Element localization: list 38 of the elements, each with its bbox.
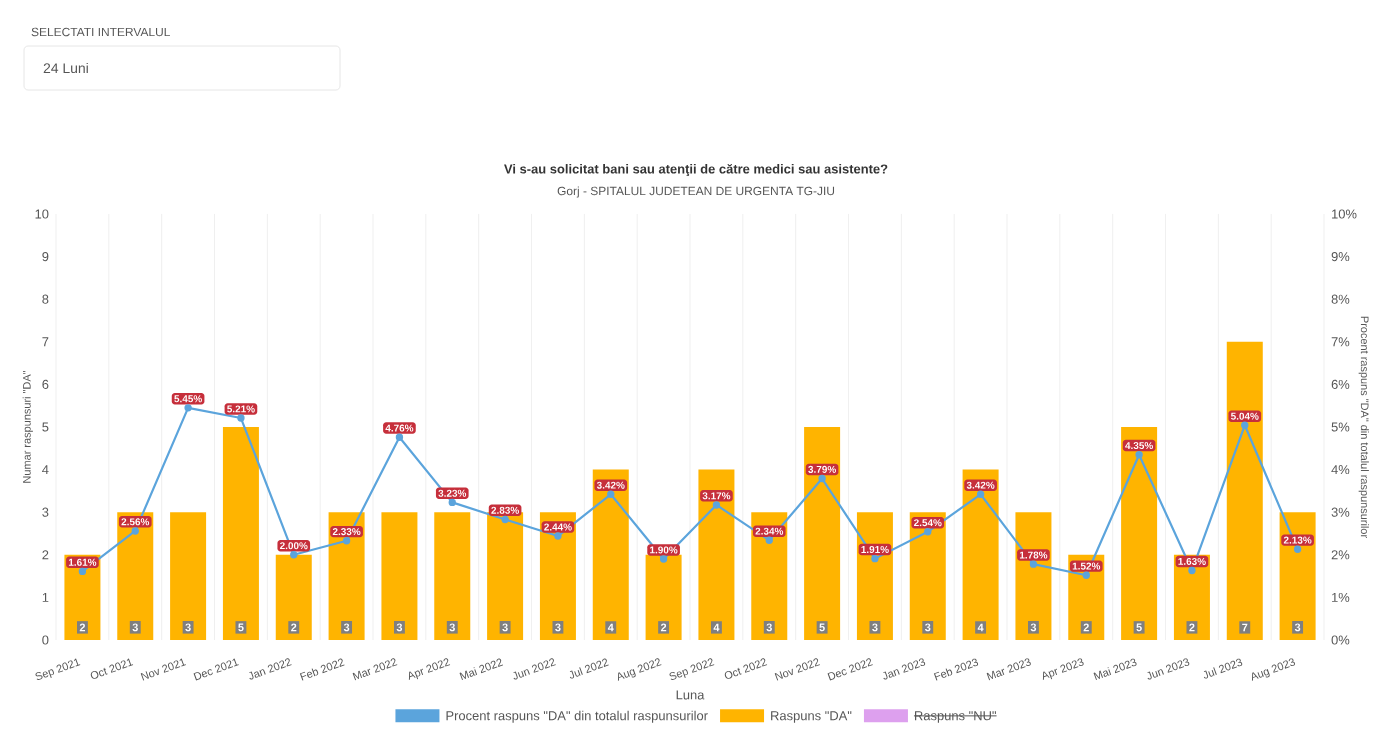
point	[554, 532, 562, 540]
bar	[381, 512, 418, 640]
point	[290, 551, 298, 559]
point	[976, 490, 985, 498]
point	[448, 498, 456, 507]
bar	[962, 469, 999, 640]
point	[342, 537, 351, 545]
bar	[645, 554, 682, 640]
point	[1082, 571, 1090, 579]
bar	[1121, 427, 1158, 640]
point	[818, 474, 826, 483]
point	[607, 490, 615, 498]
point	[78, 567, 87, 576]
point	[501, 515, 509, 524]
point	[765, 536, 773, 545]
point	[659, 555, 668, 563]
point	[131, 527, 139, 535]
bar	[1226, 341, 1263, 640]
bar	[487, 512, 524, 640]
point	[1135, 450, 1143, 459]
point	[1293, 545, 1302, 553]
bar	[170, 512, 207, 640]
bar	[434, 512, 471, 640]
point	[184, 404, 192, 412]
point	[237, 414, 245, 422]
point	[1188, 566, 1196, 575]
point	[712, 501, 721, 509]
bar	[698, 469, 735, 640]
point	[924, 528, 932, 536]
bar	[275, 554, 312, 640]
point	[1241, 421, 1249, 429]
bar	[592, 469, 629, 640]
bar	[222, 427, 259, 640]
point	[395, 433, 404, 441]
bar	[1015, 512, 1052, 640]
point	[871, 554, 879, 563]
bar	[804, 427, 841, 640]
point	[1029, 560, 1038, 568]
